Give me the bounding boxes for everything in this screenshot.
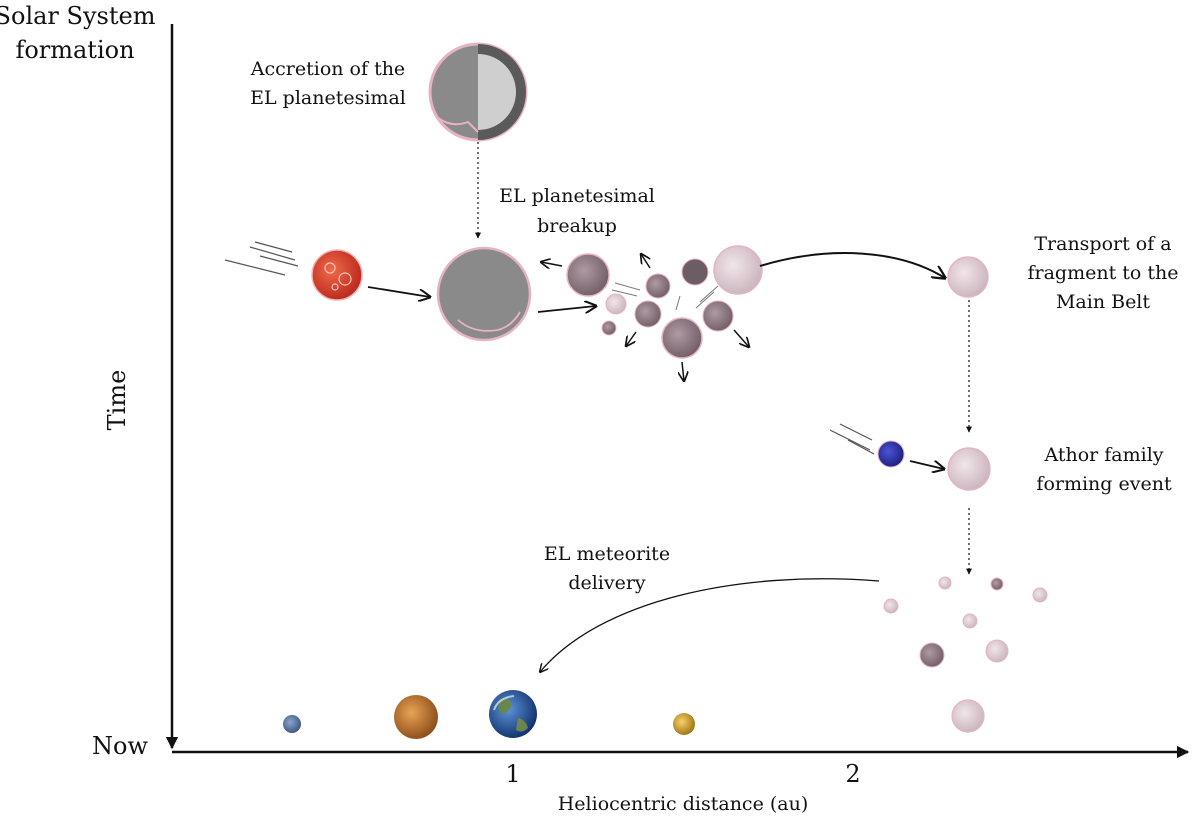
label-delivery-line1: EL meteorite: [544, 543, 670, 565]
breakup-fragments: [566, 245, 763, 359]
arrow-blue-impactor: [909, 460, 944, 469]
label-accretion-line1: Accretion of the: [250, 58, 405, 80]
grey-planetesimal: [436, 246, 532, 342]
blue-impactor: [877, 440, 905, 468]
label-athor-line1: Athor family: [1043, 444, 1163, 466]
label-breakup-line1: EL planetesimal: [499, 185, 655, 207]
x-tick-2: 2: [845, 760, 860, 788]
axis-distance-title: Heliocentric distance (au): [558, 793, 809, 815]
x-tick-1: 1: [505, 760, 520, 788]
label-transport-line2: fragment to the: [1027, 262, 1178, 284]
accretion-planetesimal: [428, 42, 528, 142]
axis-top-label-line2: formation: [15, 36, 134, 64]
label-athor-line2: forming event: [1036, 473, 1172, 495]
label-delivery-line2: delivery: [568, 572, 646, 594]
athor-family-fragments: [883, 576, 1048, 733]
label-transport-line3: Main Belt: [1056, 291, 1150, 313]
earth-planet: [489, 690, 537, 738]
label-transport-line1: Transport of a: [1034, 233, 1171, 255]
axis-time-title: Time: [103, 370, 131, 431]
label-breakup-line2: breakup: [537, 215, 617, 237]
red-impactor: [311, 249, 363, 301]
arrow-delivery: [540, 578, 880, 672]
arrow-to-breakup: [537, 306, 596, 312]
athor-parent-body: [947, 447, 991, 491]
arrow-transport: [759, 252, 945, 278]
mars-planet: [673, 713, 695, 735]
blue-impactor-motion-lines: [829, 423, 875, 455]
venus-planet: [394, 695, 438, 739]
axis-now-label: Now: [92, 732, 148, 760]
arrow-impactor: [367, 286, 430, 297]
axis-top-label-line1: Solar System: [0, 2, 156, 30]
impactor-motion-lines: [224, 241, 299, 276]
label-accretion-line2: EL planetesimal: [250, 87, 406, 109]
main-belt-fragment: [947, 256, 989, 298]
mercury-planet: [283, 715, 301, 733]
breakup-scatter-arrows: [541, 254, 749, 381]
